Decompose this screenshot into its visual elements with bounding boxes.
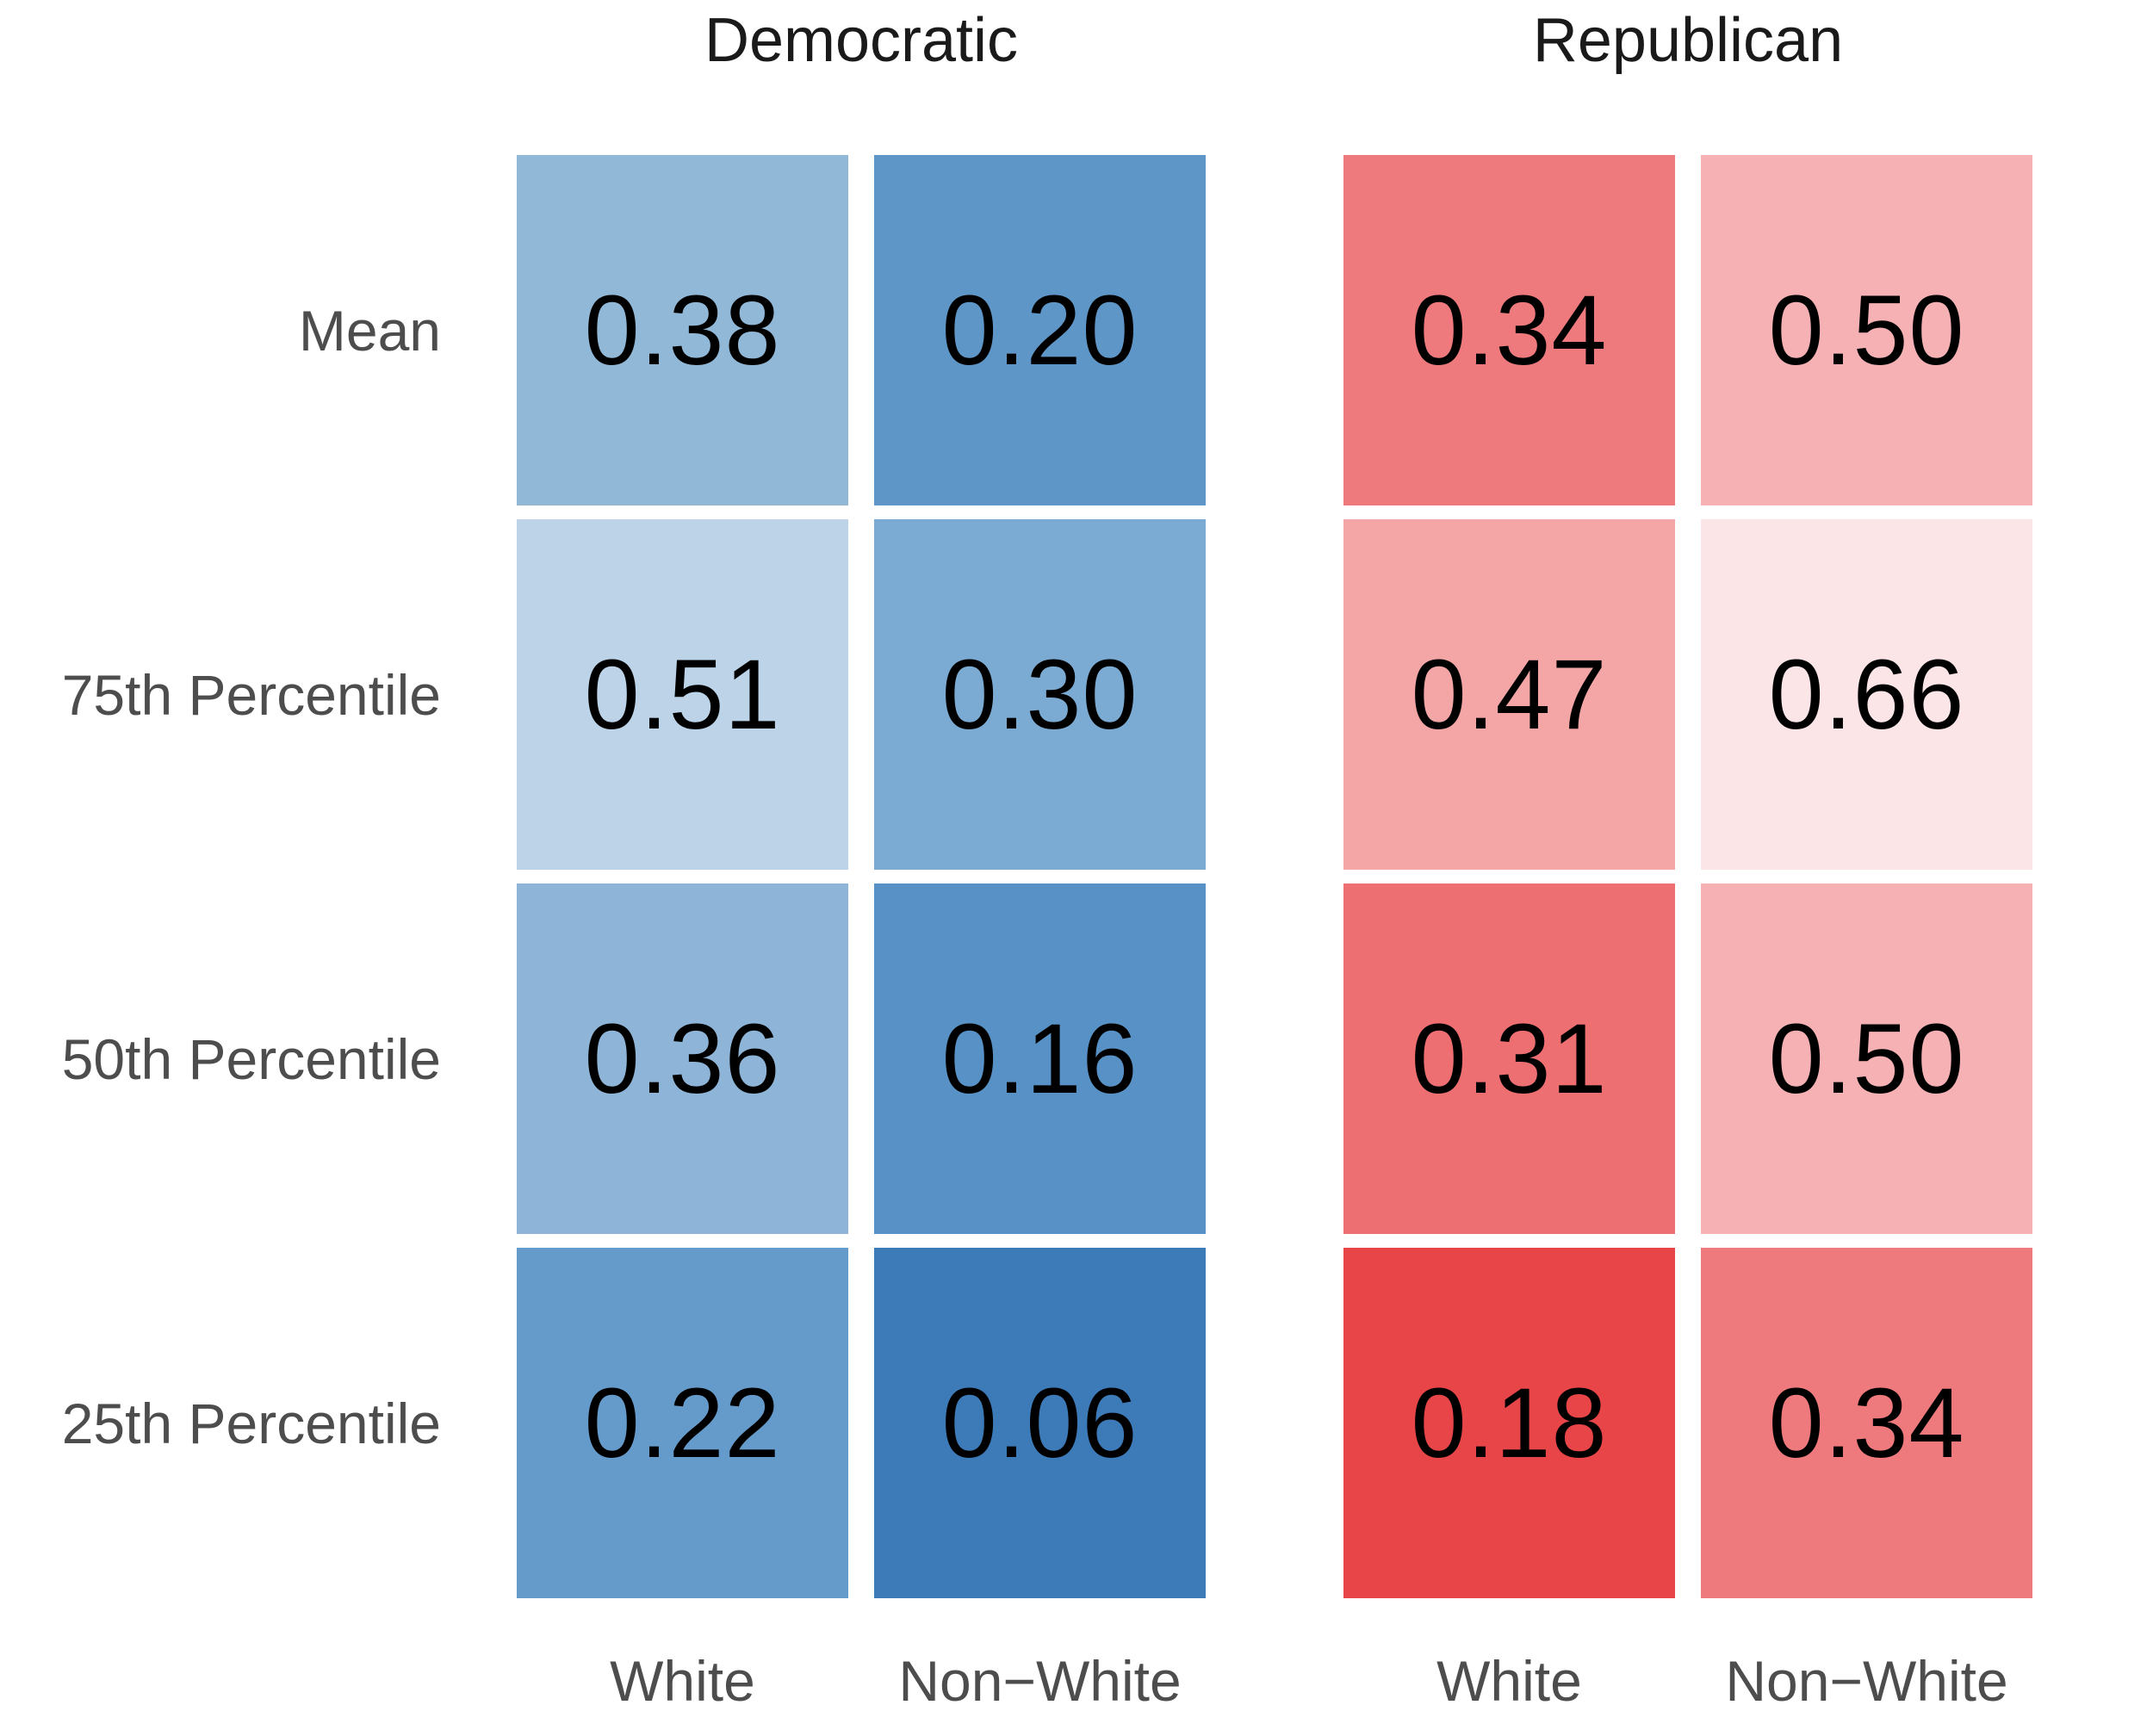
heatmap-cell-mean-dem-nonwhite: 0.20 xyxy=(874,155,1206,505)
heatmap-cell-p75-rep-white: 0.47 xyxy=(1343,519,1675,870)
cell-value: 0.47 xyxy=(1411,639,1608,750)
heatmap-cell-p50-dem-white: 0.36 xyxy=(517,884,848,1234)
heatmap-cell-p50-rep-white: 0.31 xyxy=(1343,884,1675,1234)
cell-value: 0.66 xyxy=(1768,639,1965,750)
heatmap-cell-mean-rep-white: 0.34 xyxy=(1343,155,1675,505)
cell-value: 0.16 xyxy=(941,1003,1139,1114)
cell-value: 0.31 xyxy=(1411,1003,1608,1114)
heatmap-cell-p75-rep-nonwhite: 0.66 xyxy=(1701,519,2032,870)
cell-value: 0.20 xyxy=(941,275,1139,386)
col-label-dem-white: White xyxy=(610,1649,755,1713)
heatmap-cell-p25-dem-nonwhite: 0.06 xyxy=(874,1248,1206,1598)
cell-value: 0.50 xyxy=(1768,275,1965,386)
heatmap-cell-p25-rep-nonwhite: 0.34 xyxy=(1701,1248,2032,1598)
cell-value: 0.50 xyxy=(1768,1003,1965,1114)
heatmap-cell-p25-dem-white: 0.22 xyxy=(517,1248,848,1598)
cell-value: 0.06 xyxy=(941,1367,1139,1479)
cell-value: 0.36 xyxy=(584,1003,781,1114)
col-label-dem-nonwhite: Non−White xyxy=(898,1649,1182,1713)
cell-value: 0.38 xyxy=(584,275,781,386)
cell-value: 0.22 xyxy=(584,1367,781,1479)
panel-title-democratic: Democratic xyxy=(704,6,1019,75)
col-label-rep-nonwhite: Non−White xyxy=(1725,1649,2008,1713)
cell-value: 0.34 xyxy=(1411,275,1608,386)
row-label-25th-percentile: 25th Percentile xyxy=(61,1391,441,1455)
cell-value: 0.51 xyxy=(584,639,781,750)
cell-value: 0.34 xyxy=(1768,1367,1965,1479)
cell-value: 0.30 xyxy=(941,639,1139,750)
heatmap-cell-p50-dem-nonwhite: 0.16 xyxy=(874,884,1206,1234)
panel-title-republican: Republican xyxy=(1532,6,1844,75)
row-label-75th-percentile: 75th Percentile xyxy=(61,662,441,727)
row-label-50th-percentile: 50th Percentile xyxy=(61,1026,441,1091)
cell-value: 0.18 xyxy=(1411,1367,1608,1479)
heatmap-cell-p25-rep-white: 0.18 xyxy=(1343,1248,1675,1598)
heatmap-cell-mean-rep-nonwhite: 0.50 xyxy=(1701,155,2032,505)
col-label-rep-white: White xyxy=(1436,1649,1582,1713)
heatmap-cell-p50-rep-nonwhite: 0.50 xyxy=(1701,884,2032,1234)
heatmap-cell-p75-dem-white: 0.51 xyxy=(517,519,848,870)
heatmap-cell-p75-dem-nonwhite: 0.30 xyxy=(874,519,1206,870)
heatmap-cell-mean-dem-white: 0.38 xyxy=(517,155,848,505)
row-label-mean: Mean xyxy=(298,298,441,363)
